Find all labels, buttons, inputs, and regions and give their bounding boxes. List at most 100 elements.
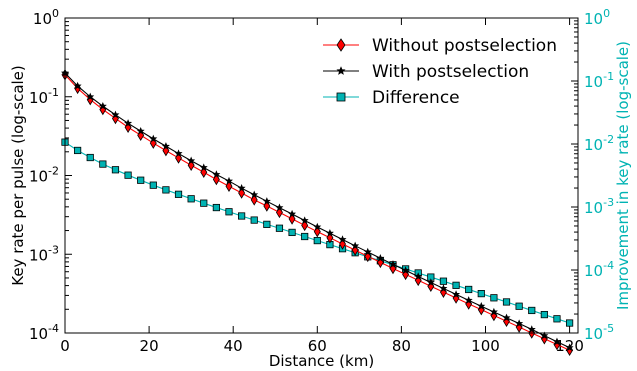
data-point [149, 181, 157, 189]
data-point [136, 126, 145, 135]
legend-label: Without postselection [372, 36, 557, 56]
data-point [225, 176, 233, 185]
data-point [490, 294, 498, 302]
data-point [212, 203, 220, 212]
data-point [162, 186, 170, 194]
data-point [86, 92, 95, 101]
data-point [161, 142, 170, 150]
legend-item: With postselection [323, 62, 529, 82]
data-point [263, 220, 271, 228]
data-point [187, 195, 195, 203]
data-point [73, 81, 82, 90]
x-tick-label: 20 [140, 337, 159, 355]
data-point [313, 236, 321, 245]
data-point [527, 325, 536, 333]
tick-base: 10 [33, 10, 52, 28]
tick-base: 10 [584, 10, 603, 28]
data-point [363, 247, 372, 256]
tick-base: 10 [584, 325, 603, 343]
data-point [515, 302, 523, 310]
legend-label: With postselection [372, 62, 529, 82]
x-tick-label: 40 [224, 337, 243, 355]
legend-marker [336, 38, 346, 52]
right-y-axis-label: Improvement in key rate (log-scale) [614, 41, 632, 310]
data-point [238, 212, 246, 220]
data-point [124, 171, 132, 179]
data-point [250, 216, 258, 224]
legend-item: Without postselection [323, 36, 557, 56]
tick-exponent: -1 [48, 86, 59, 99]
data-point [275, 224, 284, 232]
data-point [376, 254, 385, 262]
legend-marker [336, 92, 346, 102]
y-tick-label: 10-2 [29, 165, 59, 186]
tick-exponent: 0 [52, 7, 59, 20]
data-point [426, 278, 435, 286]
data-point [552, 337, 561, 346]
legend-marker [336, 66, 346, 75]
data-point [439, 277, 448, 285]
y-tick-label: 10-1 [584, 70, 614, 91]
y-tick-label: 10-1 [29, 86, 59, 107]
tick-exponent: -2 [48, 165, 59, 178]
data-point [464, 296, 473, 304]
data-point [401, 266, 410, 274]
tick-exponent: -2 [603, 133, 614, 146]
data-point [149, 134, 158, 143]
legend-label: Difference [372, 88, 460, 108]
data-point [111, 110, 120, 119]
y-tick-label: 10-4 [584, 259, 614, 280]
series-with-postselection [61, 68, 574, 352]
y-tick-label: 100 [584, 7, 610, 28]
data-point [237, 184, 246, 192]
data-point [414, 272, 423, 280]
x-tick-label: 100 [471, 337, 500, 355]
y-tick-label: 10-3 [29, 243, 59, 264]
y-tick-label: 10-3 [584, 196, 614, 217]
tick-base: 10 [584, 262, 603, 280]
data-point [540, 331, 549, 340]
data-point [250, 190, 259, 199]
data-point [262, 197, 271, 205]
x-tick-label: 0 [60, 337, 70, 355]
data-point [439, 284, 448, 292]
y-tick-label: 10-5 [584, 322, 614, 343]
data-point [565, 319, 574, 327]
data-point [389, 260, 397, 268]
tick-base: 10 [29, 325, 48, 343]
tick-exponent: -5 [603, 322, 614, 335]
data-point [528, 306, 536, 315]
data-point [86, 153, 94, 162]
tick-exponent: -3 [603, 196, 614, 209]
tick-base: 10 [29, 246, 48, 264]
data-point [452, 290, 461, 298]
data-point [515, 319, 524, 327]
tick-base: 10 [584, 199, 603, 217]
data-point [137, 176, 145, 184]
tick-base: 10 [584, 73, 603, 91]
tick-exponent: 0 [603, 7, 610, 20]
data-point [124, 119, 133, 127]
data-point [300, 216, 309, 224]
data-point [540, 310, 548, 319]
tick-exponent: -1 [603, 70, 614, 83]
legend-item: Difference [323, 88, 460, 108]
legend: Without postselection With postselection D… [323, 36, 557, 108]
data-point [199, 163, 208, 171]
data-point [502, 313, 511, 322]
data-point [174, 190, 183, 198]
data-point [288, 228, 296, 237]
series-line [64, 72, 570, 349]
data-point [338, 235, 347, 243]
data-point [111, 166, 120, 174]
data-point [225, 208, 233, 216]
data-point [98, 101, 107, 110]
data-point [200, 199, 208, 207]
data-point [288, 209, 297, 218]
tick-base: 10 [29, 168, 48, 186]
data-point [502, 298, 511, 306]
x-tick-label: 80 [392, 337, 411, 355]
